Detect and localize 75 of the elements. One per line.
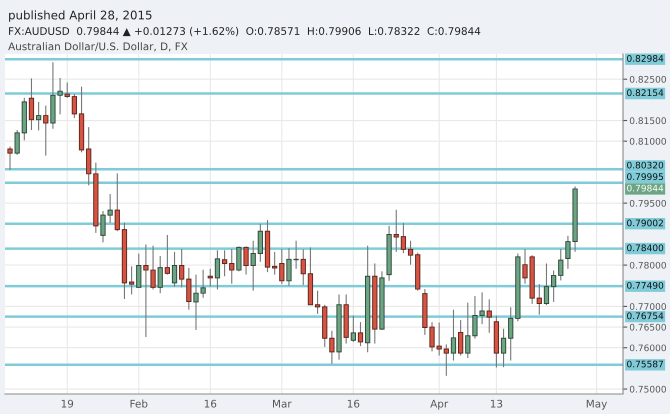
candlestick <box>472 296 478 340</box>
ref-line-label: 0.77490 <box>627 282 664 289</box>
candlestick <box>394 209 399 252</box>
text: 0.79844 <box>627 184 664 192</box>
ref-line-label: 0.75587 <box>627 360 664 368</box>
candlestick <box>28 78 34 131</box>
candlestick <box>164 234 170 276</box>
candlestick <box>479 292 485 325</box>
candlestick <box>172 251 178 288</box>
candlestick <box>136 252 142 288</box>
candlestick <box>108 193 113 224</box>
candlestick <box>193 274 199 331</box>
chart-subtitle: FX:AUDUSD 0.79844 ▲ +0.01273 (+1.62%) O:0.78571 H:0.79906 L:0.78322 C:0.79844 <box>9 26 480 36</box>
candlestick <box>64 82 70 98</box>
y-tick-label: 0.79500 <box>630 200 666 207</box>
x-tick-label: Apr <box>430 400 448 410</box>
candlestick <box>7 146 13 171</box>
candlestick <box>214 250 220 290</box>
text: Australian Dollar/U.S. Dollar, D, FX <box>8 42 188 52</box>
candlestick <box>408 240 414 266</box>
ref-line-label: 0.78400 <box>627 244 664 252</box>
ref-line-label: 0.76754 <box>627 312 664 320</box>
candlestick <box>208 268 213 288</box>
ref-line-label: 0.80320 <box>627 162 664 169</box>
y-tick-label: 0.76000 <box>630 344 666 352</box>
candlestick <box>150 245 156 290</box>
x-tick-label: 13 <box>490 400 502 408</box>
candlestick <box>200 269 206 298</box>
candlestick <box>565 235 571 270</box>
candlestick <box>143 244 149 338</box>
ref-line-label: 0.79995 <box>627 173 664 180</box>
candlestick <box>72 94 78 119</box>
ref-line-label: 0.79002 <box>627 220 663 226</box>
candlestick <box>450 309 456 362</box>
candlestick <box>429 322 435 352</box>
candlestick <box>329 330 335 364</box>
candlestick <box>114 172 120 232</box>
x-tick-label: 16 <box>204 400 216 408</box>
y-tick-label: 0.81000 <box>630 138 666 145</box>
candlestick <box>544 262 550 306</box>
candlestick <box>358 322 364 347</box>
candlestick <box>314 290 320 314</box>
candlestick <box>100 210 106 243</box>
candlestick <box>43 105 48 156</box>
candlestick <box>400 222 406 254</box>
ref-line-label: 0.82984 <box>627 54 664 62</box>
x-tick-label: Feb <box>130 400 148 408</box>
candlestick <box>222 250 228 277</box>
y-tick-label: 0.75000 <box>630 386 666 393</box>
candlestick <box>458 319 464 356</box>
candlestick <box>350 314 356 342</box>
ref-line-label: 0.82154 <box>627 89 664 96</box>
candlestick <box>243 246 249 276</box>
candlestick <box>522 248 528 284</box>
candlestick <box>57 77 63 115</box>
candlestick <box>486 298 492 334</box>
y-tick-label: 0.76500 <box>630 324 666 331</box>
candlestick <box>236 246 242 272</box>
x-tick-label: 19 <box>62 400 74 408</box>
candlestick <box>229 248 234 284</box>
y-tick-label: 0.77000 <box>630 303 666 310</box>
y-tick-label: 0.81500 <box>630 117 666 124</box>
x-tick-label: 16 <box>348 400 360 408</box>
candlestick <box>300 248 306 286</box>
candlestick <box>36 101 42 131</box>
y-tick-label: 0.82500 <box>630 76 666 83</box>
candlestick <box>286 248 292 286</box>
candlestick <box>465 302 470 359</box>
x-tick-label: Mar <box>273 400 292 408</box>
candlestick <box>500 328 506 368</box>
candlestick <box>158 255 163 294</box>
candlestick <box>128 266 134 295</box>
x-tick-label: May <box>586 400 607 410</box>
chart-title: published April 28, 2015 <box>9 10 152 22</box>
y-tick-label: 0.78000 <box>630 262 666 269</box>
